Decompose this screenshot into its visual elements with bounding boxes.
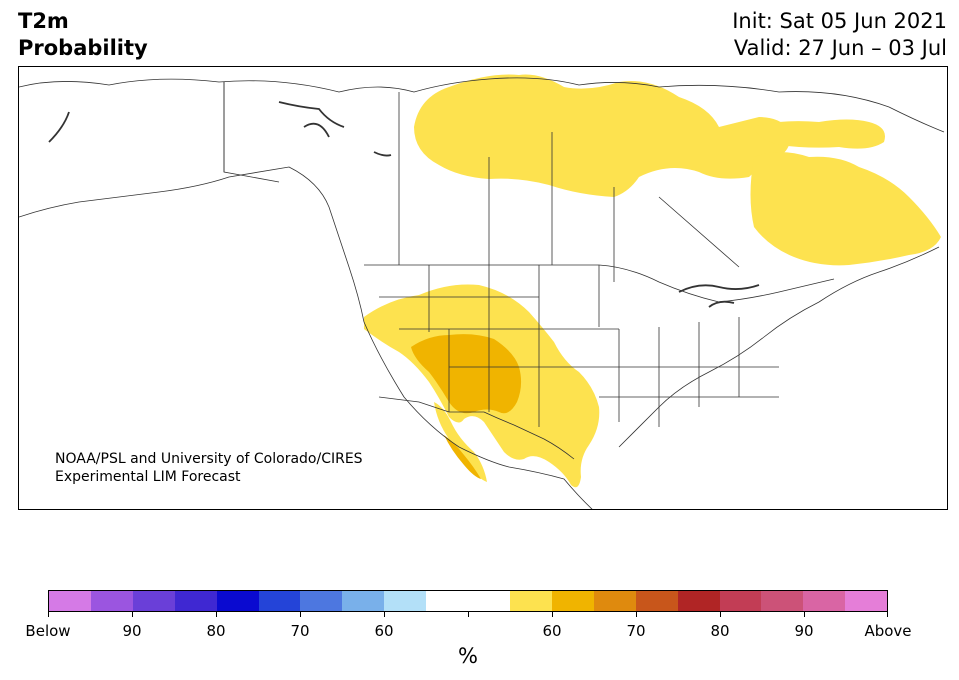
lake-athabasca: [373, 151, 392, 157]
colorbar-cell-2: [132, 591, 175, 611]
colorbar-cell-9: [426, 591, 469, 611]
alaska-river: [48, 111, 70, 143]
above-normal-60-region: [411, 334, 522, 479]
colorbar: [48, 590, 888, 612]
credit-line1: NOAA/PSL and University of Colorado/CIRE…: [55, 451, 363, 467]
colorbar-cell-11: [509, 591, 552, 611]
colorbar-cell-18: [803, 591, 846, 611]
colorbar-cell-19: [845, 591, 888, 611]
gulf-california-shading: [444, 435, 481, 479]
colorbar-tick-label: 90: [122, 622, 142, 640]
alaska-border: [223, 82, 280, 183]
colorbar-tick-labels: Below 90 80 70 60 60 70 80 90 Above: [25, 622, 911, 642]
forecast-dates: Init: Sat 05 Jun 2021 Valid: 27 Jun – 03…: [732, 8, 947, 62]
colorbar-tick-mark: [552, 612, 553, 617]
colorbar-tick-label: 90: [794, 622, 814, 640]
colorbar-tick-label: 70: [290, 622, 310, 640]
colorbar-tick-label: Below: [25, 622, 71, 640]
colorbar-cell-13: [593, 591, 636, 611]
southwest-core-shading: [411, 334, 522, 414]
us-mexico-border: [378, 396, 575, 460]
lakes: [48, 101, 760, 308]
colorbar-tick-mark: [48, 612, 49, 617]
colorbar-cell-0: [49, 591, 91, 611]
great-lakes: [678, 284, 760, 308]
colorbar-tick-mark: [132, 612, 133, 617]
colorbar-tick-label: 80: [710, 622, 730, 640]
colorbar-tick-mark: [720, 612, 721, 617]
us-canada-border: [364, 264, 835, 303]
credit-text: NOAA/PSL and University of Colorado/CIRE…: [55, 450, 363, 486]
init-date: Init: Sat 05 Jun 2021: [732, 9, 947, 33]
colorbar-tick-label: 70: [626, 622, 646, 640]
title-type: Probability: [18, 36, 148, 60]
great-bear-lake: [303, 122, 330, 138]
colorbar-cell-3: [174, 591, 217, 611]
colorbar-tick-mark: [216, 612, 217, 617]
colorbar-cell-1: [90, 591, 133, 611]
colorbar-tick-mark: [887, 612, 888, 617]
colorbar-cell-15: [677, 591, 720, 611]
canada-north-shading: [414, 74, 791, 197]
colorbar-cell-8: [384, 591, 427, 611]
colorbar-cell-10: [468, 591, 510, 611]
colorbar-unit: %: [458, 644, 478, 668]
colorbar-cell-5: [258, 591, 301, 611]
colorbar-cell-16: [719, 591, 762, 611]
colorbar-tick-mark: [384, 612, 385, 617]
title-variable: T2m: [18, 9, 69, 33]
colorbar-tick-mark: [300, 612, 301, 617]
colorbar-tick-label: 60: [374, 622, 394, 640]
eastern-canada-shading: [750, 152, 941, 266]
north-america-map: [19, 74, 945, 509]
colorbar-tick-label: 80: [206, 622, 226, 640]
above-normal-55-region: [364, 74, 941, 488]
colorbar-cell-14: [635, 591, 678, 611]
colorbar-cell-7: [342, 591, 385, 611]
colorbar-cell-4: [216, 591, 259, 611]
baja-shading: [434, 402, 487, 482]
colorbar-tick-label: 60: [542, 622, 562, 640]
map-title: T2m Probability: [18, 8, 148, 62]
colorbar-tick-marks: [48, 612, 888, 617]
us-state-lines: [379, 265, 779, 427]
map-borders: [19, 77, 945, 509]
colorbar-tick-mark: [636, 612, 637, 617]
colorbar-tick-label: Above: [864, 622, 912, 640]
valid-range: Valid: 27 Jun – 03 Jul: [733, 36, 947, 60]
arctic-island-shading: [754, 119, 885, 149]
probability-map: [18, 66, 948, 510]
colorbar-tick-mark: [804, 612, 805, 617]
colorbar-cell-17: [761, 591, 804, 611]
credit-line2: Experimental LIM Forecast: [55, 469, 241, 485]
colorbar-tick-mark: [468, 612, 469, 617]
colorbar-cell-12: [551, 591, 594, 611]
colorbar-cell-6: [300, 591, 343, 611]
great-slave-lake: [278, 101, 345, 128]
